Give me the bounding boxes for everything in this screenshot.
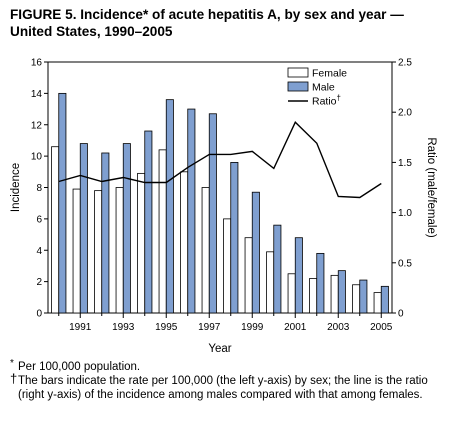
bar-female-1991: [72, 188, 81, 314]
x-tick-label: 2003: [327, 322, 350, 333]
footnote-1-mark: *: [10, 358, 14, 369]
x-tick-label: 1997: [198, 322, 221, 333]
bar-female-1999: [244, 237, 253, 314]
bar-male-1991: [79, 143, 88, 314]
right-tick-label: 1.0: [398, 208, 412, 219]
bar-male-2000: [273, 224, 282, 314]
bar-male-1990: [58, 92, 67, 314]
bar-male-2001: [294, 237, 303, 314]
bar-female-1994: [137, 172, 146, 314]
bar-female-1997: [201, 187, 210, 314]
bar-female-2003: [330, 274, 339, 314]
figure-title: FIGURE 5. Incidence* of acute hepatitis …: [10, 7, 404, 39]
left-tick-label: 12: [31, 120, 43, 131]
footnote-2-text: The bars indicate the rate per 100,000 (…: [18, 375, 428, 401]
bar-male-1998: [230, 161, 239, 314]
bar-male-2003: [337, 270, 346, 314]
footnote-1: * Per 100,000 population.: [10, 358, 442, 374]
female-bars: [51, 146, 382, 314]
left-tick-label: 8: [36, 183, 42, 194]
bar-male-2002: [316, 252, 325, 314]
legend-male-label: Male: [312, 82, 335, 94]
left-tick-label: 10: [31, 152, 43, 163]
x-tick-label: 1991: [69, 322, 92, 333]
x-tick-label: 1995: [155, 322, 178, 333]
bar-female-1998: [223, 218, 232, 314]
footnote-2-mark: †: [10, 371, 18, 386]
x-axis-title: Year: [208, 343, 231, 355]
bar-male-2004: [359, 279, 368, 314]
x-tick-label: 2001: [284, 322, 307, 333]
y-axis-title: Incidence: [10, 163, 22, 212]
y2-axis-title: Ratio (male/female): [425, 137, 437, 238]
left-tick-label: 2: [36, 277, 42, 288]
legend-female-label: Female: [312, 68, 347, 80]
bar-female-2002: [309, 278, 318, 314]
legend-ratio-mark: †: [337, 94, 341, 103]
bar-male-1992: [101, 152, 110, 314]
left-tick-label: 0: [36, 309, 42, 320]
legend-female-swatch: [287, 67, 309, 78]
bar-female-2005: [373, 292, 382, 314]
x-tick-label: 1993: [112, 322, 135, 333]
bar-female-1995: [158, 149, 167, 314]
ratio-line: [58, 121, 382, 199]
x-tick-label: 1999: [241, 322, 264, 333]
legend-male-swatch: [287, 81, 309, 92]
legend-ratio-label: Ratio†: [312, 94, 341, 108]
bar-male-1993: [122, 143, 131, 314]
bar-male-1994: [144, 130, 153, 314]
bar-female-1990: [51, 146, 60, 314]
right-tick-label: 1.5: [398, 158, 412, 169]
footnotes: * Per 100,000 population. † The bars indic…: [10, 358, 442, 402]
bar-female-2000: [266, 251, 275, 314]
bar-female-1992: [94, 190, 103, 314]
right-tick-label: 2.5: [398, 58, 412, 69]
bar-male-1996: [187, 108, 196, 314]
footnote-1-text: Per 100,000 population.: [18, 361, 141, 373]
axes: 0 2 4 6 8 10 12 14 16 0 0.5 1.0 1.5 2.0 2.5 1991 1993 199…: [10, 58, 437, 356]
bar-male-1997: [208, 113, 217, 314]
left-tick-label: 4: [36, 246, 42, 257]
bar-female-1996: [180, 171, 189, 314]
right-tick-label: 0.5: [398, 258, 412, 269]
left-tick-label: 6: [36, 214, 42, 225]
bar-male-1999: [251, 191, 260, 314]
footnote-2: † The bars indicate the rate per 100,000 …: [10, 371, 442, 402]
ratio-line-group: [58, 121, 382, 199]
bar-male-2005: [380, 285, 389, 314]
male-bars: [58, 92, 389, 314]
bar-female-1993: [115, 187, 124, 314]
bar-female-2001: [287, 273, 296, 314]
left-tick-label: 16: [31, 58, 43, 69]
bar-female-2004: [352, 284, 361, 314]
right-tick-label: 0: [398, 309, 404, 320]
x-tick-label: 2005: [370, 322, 393, 333]
right-tick-label: 2.0: [398, 108, 412, 119]
left-tick-label: 14: [31, 89, 43, 100]
bar-male-1995: [165, 99, 174, 314]
